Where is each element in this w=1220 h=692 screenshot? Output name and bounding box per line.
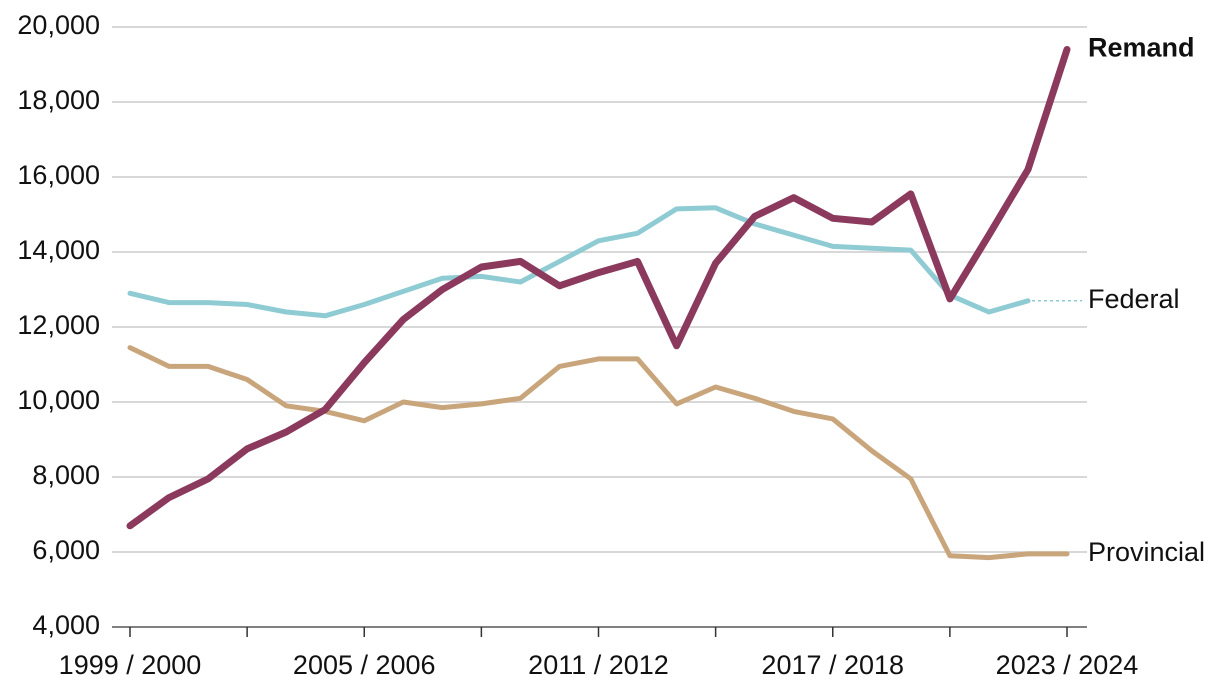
y-tick-label: 12,000 xyxy=(17,310,100,340)
y-tick-label: 8,000 xyxy=(32,460,100,490)
x-tick-label: 2017 / 2018 xyxy=(761,650,904,680)
x-tick-label: 2011 / 2012 xyxy=(528,650,669,680)
x-tick-label: 2005 / 2006 xyxy=(293,650,436,680)
series-label: Provincial xyxy=(1088,537,1205,567)
y-tick-label: 16,000 xyxy=(17,160,100,190)
x-tick-label: 1999 / 2000 xyxy=(59,650,202,680)
y-tick-label: 18,000 xyxy=(17,85,100,115)
series-label: Remand xyxy=(1088,33,1195,63)
x-tick-label: 2023 / 2024 xyxy=(996,650,1139,680)
series-line xyxy=(126,46,1071,530)
y-tick-label: 4,000 xyxy=(32,610,100,640)
y-tick-label: 20,000 xyxy=(17,10,100,40)
y-tick-label: 14,000 xyxy=(17,235,100,265)
y-tick-label: 6,000 xyxy=(32,535,100,565)
series-line xyxy=(127,205,1031,319)
series-label: Federal xyxy=(1088,284,1180,314)
series-line xyxy=(127,345,1070,561)
y-tick-label: 10,000 xyxy=(17,385,100,415)
